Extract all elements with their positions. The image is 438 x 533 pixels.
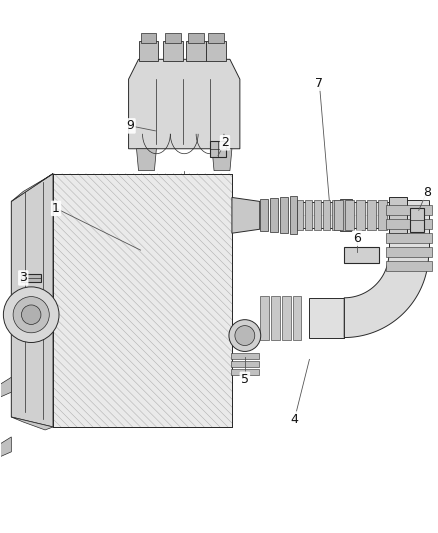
Text: 9: 9 xyxy=(127,119,134,132)
Bar xyxy=(188,34,204,43)
Bar xyxy=(163,42,183,61)
Text: 2: 2 xyxy=(221,136,229,149)
Polygon shape xyxy=(129,59,240,149)
Bar xyxy=(271,296,279,340)
Bar xyxy=(297,200,304,230)
Text: 5: 5 xyxy=(241,373,249,386)
Bar xyxy=(334,200,343,230)
Bar xyxy=(389,197,407,233)
Bar xyxy=(340,199,352,231)
Bar xyxy=(282,296,290,340)
Bar xyxy=(231,353,259,359)
Polygon shape xyxy=(11,174,53,427)
Bar xyxy=(293,296,301,340)
Bar xyxy=(345,200,354,230)
Polygon shape xyxy=(137,149,156,171)
Text: 6: 6 xyxy=(353,232,361,245)
Polygon shape xyxy=(344,253,429,337)
Bar xyxy=(210,141,226,157)
Bar xyxy=(314,200,321,230)
Bar xyxy=(206,42,226,61)
Text: 8: 8 xyxy=(423,186,431,199)
Circle shape xyxy=(235,326,255,345)
Bar xyxy=(186,42,206,61)
Bar xyxy=(260,199,268,231)
Bar xyxy=(356,200,365,230)
Bar xyxy=(270,198,278,232)
Bar xyxy=(367,200,376,230)
Bar xyxy=(386,205,431,215)
Circle shape xyxy=(21,305,41,325)
Bar xyxy=(138,42,159,61)
Bar xyxy=(141,34,156,43)
Bar xyxy=(386,261,431,271)
Bar xyxy=(231,369,259,375)
Text: 1: 1 xyxy=(52,202,60,215)
Bar xyxy=(260,296,268,340)
Bar xyxy=(53,174,232,427)
Polygon shape xyxy=(0,437,11,459)
Polygon shape xyxy=(232,197,260,233)
Circle shape xyxy=(4,287,59,343)
Bar xyxy=(290,197,297,234)
Text: 7: 7 xyxy=(315,77,323,90)
Polygon shape xyxy=(11,174,53,201)
Bar xyxy=(389,200,429,253)
Bar xyxy=(309,298,344,337)
Bar xyxy=(21,274,41,282)
Circle shape xyxy=(13,296,49,333)
Polygon shape xyxy=(0,377,11,399)
Bar xyxy=(386,219,431,229)
Bar xyxy=(305,200,312,230)
Text: 3: 3 xyxy=(19,271,27,285)
Bar xyxy=(386,247,431,257)
Circle shape xyxy=(229,320,261,351)
Bar xyxy=(323,200,330,230)
Polygon shape xyxy=(11,417,53,430)
Bar xyxy=(378,200,387,230)
Bar xyxy=(344,247,379,263)
Polygon shape xyxy=(212,149,232,171)
Bar xyxy=(165,34,181,43)
Bar xyxy=(279,197,288,233)
Bar xyxy=(301,203,389,228)
Bar xyxy=(231,361,259,367)
Bar xyxy=(386,233,431,243)
Bar xyxy=(208,34,224,43)
Text: 4: 4 xyxy=(290,413,298,425)
Bar xyxy=(332,200,339,230)
Bar xyxy=(410,208,424,232)
Bar xyxy=(53,174,232,427)
Bar xyxy=(341,200,348,230)
